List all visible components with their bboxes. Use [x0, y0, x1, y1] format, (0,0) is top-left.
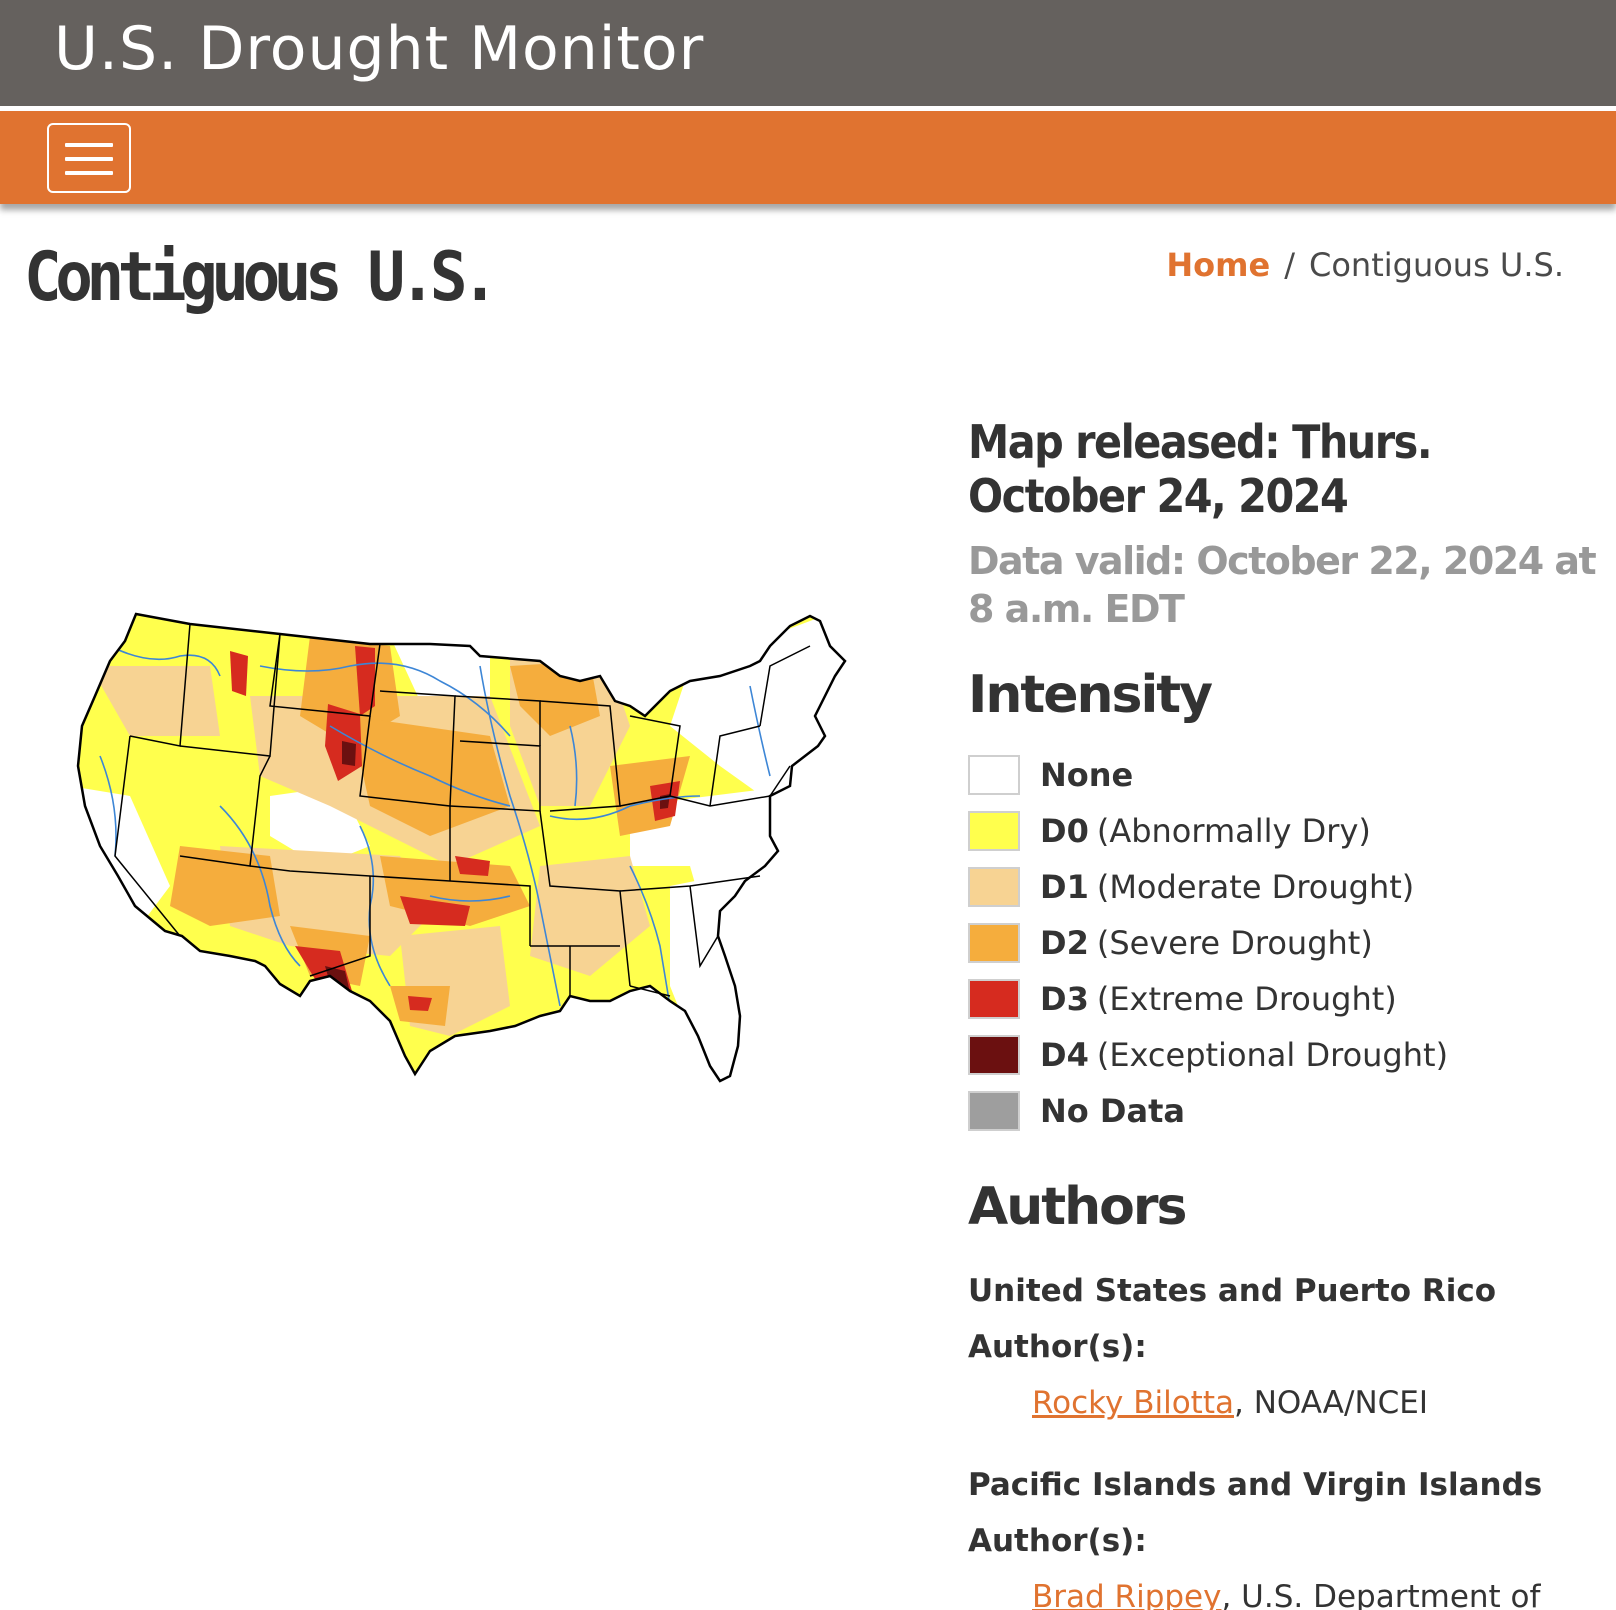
legend-swatch [968, 923, 1020, 963]
legend-desc: (Extreme Drought) [1096, 980, 1397, 1018]
author-affiliation: , NOAA/NCEI [1233, 1385, 1429, 1421]
authors-heading: Authors [968, 1177, 1187, 1237]
legend-item-d2: D2 (Severe Drought) [968, 915, 1598, 971]
header-divider [0, 106, 1616, 111]
legend-swatch [968, 1035, 1020, 1075]
breadcrumb-current: Contiguous U.S. [1308, 246, 1564, 284]
legend-swatch [968, 1091, 1020, 1131]
legend-swatch [968, 811, 1020, 851]
legend-item-d3: D3 (Extreme Drought) [968, 971, 1598, 1027]
author-group-label: Pacific Islands and Virgin Islands Autho… [968, 1467, 1543, 1559]
breadcrumb-separator: / [1284, 246, 1295, 284]
map-info-panel: Map released: Thurs. October 24, 2024 Da… [968, 415, 1598, 1610]
author-link[interactable]: Rocky Bilotta [1032, 1385, 1234, 1421]
breadcrumb: Home / Contiguous U.S. [1166, 246, 1564, 284]
legend-code: D3 [1040, 980, 1089, 1018]
author-link[interactable]: Brad Rippey [1032, 1579, 1222, 1610]
author-group-label: United States and Puerto Rico Author(s): [968, 1273, 1496, 1365]
map-released-date: Map released: Thurs. October 24, 2024 [968, 415, 1433, 523]
page-title: Contiguous U.S. [24, 238, 499, 317]
intensity-legend: None D0 (Abnormally Dry) D1 (Moderate Dr… [968, 747, 1598, 1139]
author-entry: Rocky Bilotta, NOAA/NCEI [1032, 1375, 1598, 1431]
author-affiliation: , U.S. Department of Agriculture [1221, 1579, 1541, 1610]
legend-item-no-data: No Data [968, 1083, 1598, 1139]
legend-swatch [968, 979, 1020, 1019]
legend-code: D0 [1040, 812, 1089, 850]
intensity-heading: Intensity [968, 665, 1213, 725]
data-valid-date: Data valid: October 22, 2024 at 8 a.m. E… [968, 539, 1597, 631]
legend-desc: (Abnormally Dry) [1096, 812, 1371, 850]
legend-code: None [1040, 756, 1134, 794]
menu-toggle-button[interactable] [47, 123, 131, 193]
legend-item-d4: D4 (Exceptional Drought) [968, 1027, 1598, 1083]
legend-swatch [968, 867, 1020, 907]
legend-item-d1: D1 (Moderate Drought) [968, 859, 1598, 915]
drought-map[interactable] [70, 606, 870, 1116]
site-header: U.S. Drought Monitor [0, 0, 1616, 106]
legend-desc: (Moderate Drought) [1096, 868, 1415, 906]
legend-item-d0: D0 (Abnormally Dry) [968, 803, 1598, 859]
site-title[interactable]: U.S. Drought Monitor [54, 14, 705, 84]
legend-code: No Data [1040, 1092, 1185, 1130]
legend-code: D2 [1040, 924, 1089, 962]
legend-swatch [968, 755, 1020, 795]
breadcrumb-home-link[interactable]: Home [1166, 246, 1271, 284]
legend-desc: (Severe Drought) [1096, 924, 1373, 962]
legend-item-none: None [968, 747, 1598, 803]
legend-code: D4 [1040, 1036, 1089, 1074]
legend-desc: (Exceptional Drought) [1096, 1036, 1449, 1074]
nav-bar [0, 111, 1616, 204]
legend-code: D1 [1040, 868, 1089, 906]
author-entry: Brad Rippey, U.S. Department of Agricult… [1032, 1569, 1598, 1610]
